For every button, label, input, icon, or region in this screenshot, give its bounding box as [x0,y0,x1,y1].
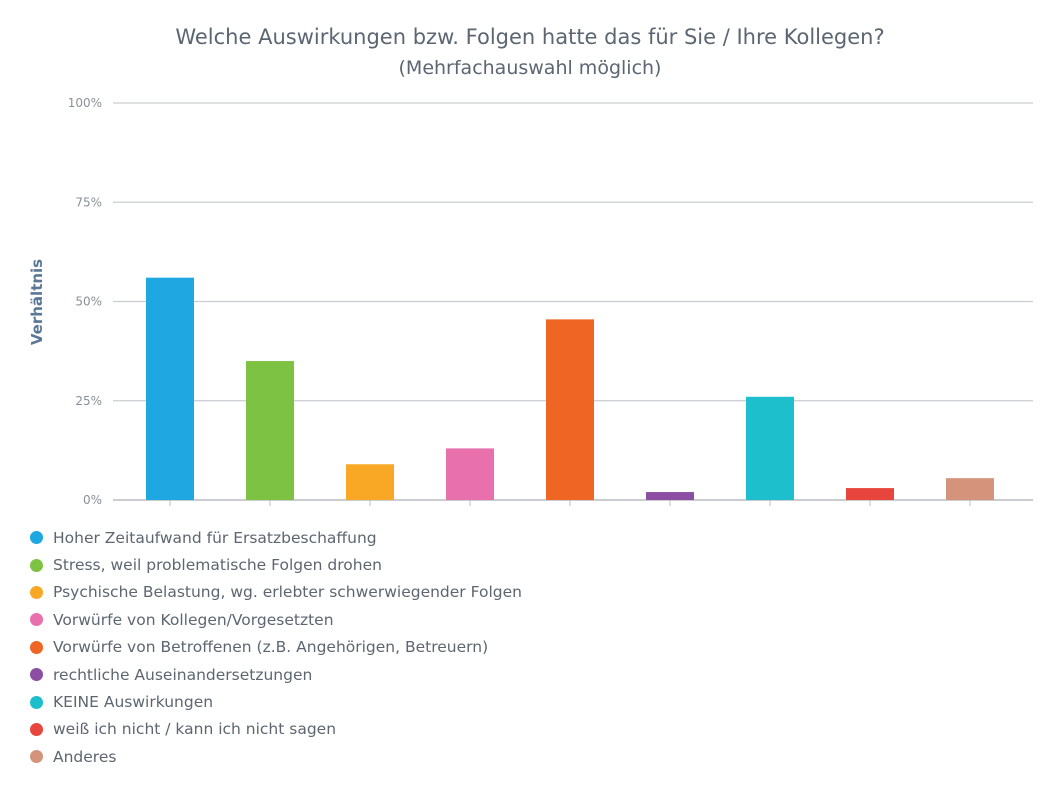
y-axis-ticks: 0% 25% 50% 75% 100% [68,96,102,507]
y-axis-label: Verhältnis [28,259,46,345]
bar [346,464,394,500]
bar [146,277,194,500]
legend-label: Stress, weil problematische Folgen drohe… [53,556,382,575]
legend-label: Vorwürfe von Kollegen/Vorgesetzten [53,610,334,629]
bar [246,361,294,500]
y-tick-label: 0% [83,493,102,507]
legend-item: rechtliche Auseinandersetzungen [30,661,522,688]
legend-item: Stress, weil problematische Folgen drohe… [30,551,522,578]
legend-item: Hoher Zeitaufwand für Ersatzbeschaffung [30,524,522,551]
legend-label: Psychische Belastung, wg. erlebter schwe… [53,583,522,602]
x-axis-ticks [169,500,971,506]
y-tick-label: 75% [75,195,102,209]
legend-label: Vorwürfe von Betroffenen (z.B. Angehörig… [53,638,489,657]
legend-marker [30,695,43,709]
y-tick-label: 50% [75,295,102,309]
legend-marker [30,722,43,736]
legend-item: Vorwürfe von Kollegen/Vorgesetzten [30,606,522,633]
y-tick-label: 25% [75,394,102,408]
legend-item: KEINE Auswirkungen [30,688,522,715]
legend-label: Anderes [53,747,117,766]
legend-item: Psychische Belastung, wg. erlebter schwe… [30,579,522,606]
bar [546,319,594,500]
legend-item: Anderes [30,743,522,770]
legend-label: KEINE Auswirkungen [53,693,214,712]
legend: Hoher Zeitaufwand für Ersatzbeschaffung S… [30,524,522,771]
bar [446,448,494,500]
legend-label: Hoher Zeitaufwand für Ersatzbeschaffung [53,528,377,547]
legend-marker [30,750,43,764]
legend-item: weiß ich nicht / kann ich nicht sagen [30,716,522,743]
legend-marker [30,613,43,627]
legend-item: Vorwürfe von Betroffenen (z.B. Angehörig… [30,634,522,661]
legend-marker [30,640,43,654]
legend-marker [30,558,43,572]
legend-marker [30,668,43,682]
y-tick-label: 100% [68,96,102,110]
legend-marker [30,531,43,545]
legend-label: weiß ich nicht / kann ich nicht sagen [53,720,337,739]
bar [646,492,694,500]
legend-marker [30,585,43,599]
bar [846,488,894,500]
bar [746,396,794,500]
bars [146,277,994,500]
legend-label: rechtliche Auseinandersetzungen [53,665,313,684]
bar [946,478,994,500]
chart-title: Welche Auswirkungen bzw. Folgen hatte da… [175,25,884,49]
chart-subtitle: (Mehrfachauswahl möglich) [399,57,662,79]
